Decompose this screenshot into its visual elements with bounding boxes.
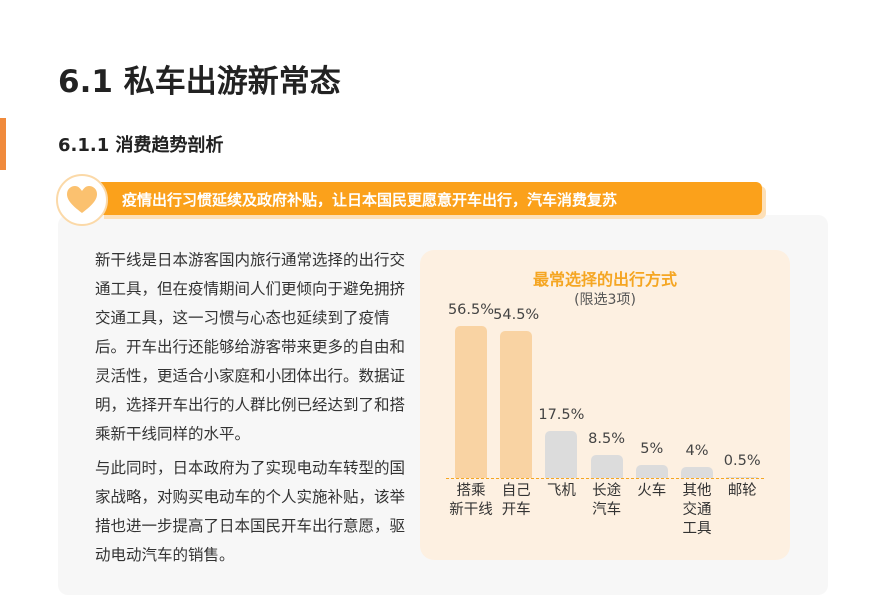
heart-icon bbox=[56, 174, 108, 226]
category-label: 搭乘 新干线 bbox=[449, 483, 493, 518]
category-label: 长途 汽车 bbox=[592, 483, 622, 518]
bar bbox=[726, 476, 759, 478]
paragraph: 新干线是日本游客国内旅行通常选择的出行交通工具，但在疫情期间人们更倾向于避免拥挤… bbox=[95, 251, 406, 443]
value-label: 4% bbox=[685, 443, 709, 460]
baseline bbox=[446, 478, 764, 479]
chart-title: 最常选择的出行方式 bbox=[532, 270, 677, 289]
value-label: 17.5% bbox=[538, 406, 585, 423]
value-label: 8.5% bbox=[588, 431, 626, 448]
category-label: 其他 交通 工具 bbox=[682, 483, 712, 537]
page: 6.1 私车出游新常态 6.1.1 消费趋势剖析 疫情出行习惯延续及政府补贴，让… bbox=[0, 64, 790, 575]
bar bbox=[500, 331, 533, 478]
subtitle: 6.1.1 消费趋势剖析 bbox=[58, 135, 224, 156]
chart-subtitle: (限选3项) bbox=[574, 292, 636, 308]
bar bbox=[545, 430, 578, 478]
paragraph: 与此同时，日本政府为了实现电动车转型的国家战略，对购买电动车的个人实施补贴，该举… bbox=[95, 459, 406, 564]
banner-text: 疫情出行习惯延续及政府补贴，让日本国民更愿意开车出行，汽车消费复苏 bbox=[122, 191, 618, 209]
value-label: 54.5% bbox=[493, 307, 540, 324]
title: 6.1 私车出游新常态 bbox=[58, 64, 341, 100]
accent-bar bbox=[0, 118, 6, 170]
heart bbox=[67, 186, 97, 213]
value-label: 56.5% bbox=[447, 302, 495, 318]
bar bbox=[590, 455, 623, 478]
value-label: 0.5% bbox=[723, 452, 761, 469]
category-label: 邮轮 bbox=[727, 483, 757, 499]
category-label: 火车 bbox=[637, 483, 667, 499]
banner bbox=[100, 182, 762, 215]
category-label: 自己 开车 bbox=[501, 483, 531, 518]
bar bbox=[681, 467, 713, 478]
bar bbox=[455, 326, 487, 478]
body-text: 新干线是日本游客国内旅行通常选择的出行交通工具，但在疫情期间人们更倾向于避免拥挤… bbox=[95, 246, 413, 575]
category-label: 飞机 bbox=[546, 483, 576, 499]
value-label: 5% bbox=[640, 440, 664, 457]
bar bbox=[635, 464, 668, 478]
